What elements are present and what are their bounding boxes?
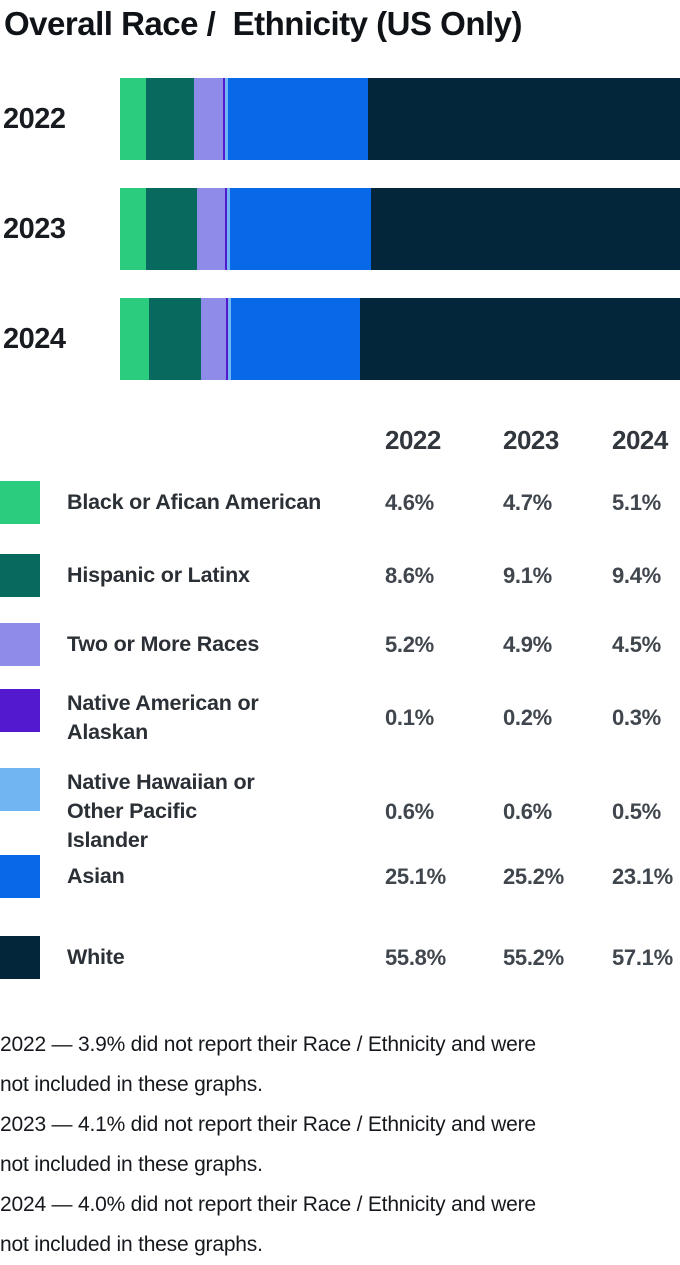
legend-row: Hispanic or Latinx 8.6% 9.1% 9.4% [0,554,680,597]
bar-segment [228,298,232,380]
bar-segment [226,298,229,380]
chart-row: 2024 [0,298,680,380]
chart-row: 2023 [0,188,680,270]
value-cell: 4.5% [612,631,661,657]
table-header-row: 2022 2023 2024 [0,425,680,456]
table-year-header: 2022 [385,425,441,455]
bar-segment [371,188,680,270]
page-title: Overall Race / Ethnicity (US Only) [4,5,523,42]
bar-segment [230,188,372,270]
value-cell: 23.1% [612,863,673,889]
bar-segment [146,188,198,270]
value-cell: 9.1% [503,562,552,588]
value-cell: 55.2% [503,944,564,970]
table-year-header: 2023 [503,425,559,455]
value-cell: 0.3% [612,705,661,730]
legend-row: Native Hawaiian or Other Pacific Islande… [0,768,680,855]
legend-swatch [0,689,40,732]
legend-row: White 55.8% 55.2% 57.1% [0,936,680,979]
bar-segment [368,78,680,160]
legend-swatch [0,554,40,597]
legend-row: Native American or Alaskan 0.1% 0.2% 0.3… [0,689,680,747]
value-cell: 4.9% [503,631,552,657]
legend-label: Native American or Alaskan [67,691,259,744]
value-cell: 0.1% [385,705,434,730]
legend-label: Native Hawaiian or Other Pacific Islande… [67,770,255,852]
bar [120,188,680,270]
legend-label: White [67,945,125,969]
bar-segment [120,188,147,270]
legend-swatch [0,481,40,524]
chart-year-label: 2022 [3,102,66,135]
legend-rows: Black or Afican American 4.6% 4.7% 5.1% … [0,481,680,979]
value-cell: 0.6% [385,798,434,824]
bar-segment [193,78,223,160]
chart-row: 2022 [0,78,680,160]
bar [120,298,680,380]
bar-segment [201,298,227,380]
bar-segment [231,298,361,380]
value-cell: 0.6% [503,798,552,824]
legend-swatch [0,936,40,979]
legend-label: Black or Afican American [67,490,322,514]
table-year-header: 2024 [612,425,668,455]
legend-label: Asian [67,864,125,888]
bar-segment [120,78,146,160]
footnote-line: 2023 — 4.1% did not report their Race / … [0,1113,536,1176]
legend-swatch [0,855,40,898]
value-cell: 9.4% [612,562,661,588]
bar-segment [360,298,680,380]
legend-row: Two or More Races 5.2% 4.9% 4.5% [0,623,680,666]
value-cell: 5.2% [385,631,434,657]
stacked-bar-chart: 2022 2023 2024 [0,78,680,380]
value-cell: 0.5% [612,798,661,824]
chart-year-label: 2023 [3,212,66,245]
legend-table: 2022 2023 2024 Black or Afican American 4.… [0,425,680,979]
chart-year-label: 2024 [3,322,66,355]
bar [120,78,680,160]
value-cell: 4.6% [385,489,434,515]
legend-label: Hispanic or Latinx [67,563,250,587]
legend-label: Two or More Races [67,632,260,656]
legend-swatch [0,623,40,666]
footnotes: 2022 — 3.9% did not report their Race / … [0,1025,680,1265]
value-cell: 0.2% [503,705,552,730]
value-cell: 25.1% [385,863,446,889]
value-cell: 55.8% [385,944,446,970]
bar-segment [224,78,229,160]
value-cell: 25.2% [503,863,564,889]
bar-segment [148,298,202,380]
bar-segment [145,78,194,160]
legend-swatch [0,768,40,811]
bar-segment [120,298,149,380]
footnote-line: 2022 — 3.9% did not report their Race / … [0,1033,536,1096]
bar-segment [226,188,231,270]
legend-row: Black or Afican American 4.6% 4.7% 5.1% [0,481,680,524]
value-cell: 8.6% [385,562,434,588]
value-cell: 5.1% [612,489,661,515]
value-cell: 57.1% [612,944,673,970]
bar-segment [228,78,369,160]
footnote-line: 2024 — 4.0% did not report their Race / … [0,1193,536,1256]
bar-segment [222,78,225,160]
legend-row: Asian 25.1% 25.2% 23.1% [0,855,680,898]
bar-segment [224,188,227,270]
value-cell: 4.7% [503,489,552,515]
bar-segment [197,188,225,270]
